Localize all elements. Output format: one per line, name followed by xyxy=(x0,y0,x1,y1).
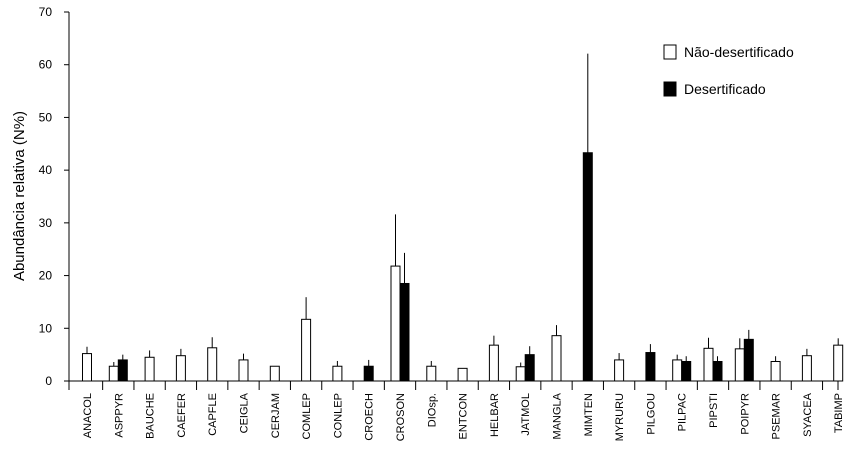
bar-desertificado xyxy=(681,360,692,382)
bar-nao-desertificado xyxy=(175,355,186,382)
x-tick-label: CAEFER xyxy=(176,393,188,438)
bar-nao-desertificado xyxy=(207,347,218,382)
bar-desertificado xyxy=(582,152,593,382)
x-tick-label: PIPSTI xyxy=(708,393,720,428)
legend: Não-desertificado Desertificado xyxy=(663,44,794,97)
bar-desertificado xyxy=(645,352,656,382)
bar-nao-desertificado xyxy=(301,318,312,382)
x-tick-label: MIMTEN xyxy=(583,393,595,436)
bar-nao-desertificado xyxy=(144,356,155,382)
x-tick-label: MYRURU xyxy=(614,393,626,441)
bar-nao-desertificado xyxy=(488,344,499,382)
y-tick-label: 10 xyxy=(39,321,53,335)
x-tick-label: PILPAC xyxy=(677,393,689,431)
bar-nao-desertificado xyxy=(551,335,562,382)
x-tick-label: HELBAR xyxy=(489,393,501,437)
y-axis-title: Abundância relativa (N%) xyxy=(11,111,28,281)
bar-nao-desertificado xyxy=(672,359,683,382)
legend-swatch-desertificado xyxy=(663,81,677,97)
bar-nao-desertificado xyxy=(770,360,781,382)
y-tick-label: 60 xyxy=(39,58,53,72)
x-tick-label: ENTCON xyxy=(458,393,470,440)
bar-nao-desertificado xyxy=(801,355,812,382)
bar-nao-desertificado xyxy=(426,365,437,382)
x-tick-label: POIPYR xyxy=(739,393,751,435)
x-tick-label: MANGLA xyxy=(552,392,564,439)
bar-nao-desertificado xyxy=(238,359,249,382)
legend-label-desertificado: Desertificado xyxy=(684,81,766,97)
bar-nao-desertificado xyxy=(457,367,468,382)
y-axis: 0 10 20 30 40 50 60 70 xyxy=(39,5,70,388)
x-axis: ANACOL ASPPYR BAUCHE CAEFER CAPFLE CEIGLA CERJ… xyxy=(68,380,845,441)
x-tick-label: CERJAM xyxy=(270,393,282,438)
legend-swatch-nao-desertificado xyxy=(663,44,677,60)
y-tick-label: 50 xyxy=(39,110,53,124)
x-tick-label: CAPFLE xyxy=(207,393,219,436)
x-tick-label: TABIMP xyxy=(833,393,845,433)
bar-nao-desertificado xyxy=(614,359,625,382)
legend-label-nao-desertificado: Não-desertificado xyxy=(684,44,794,60)
bar-desertificado xyxy=(743,338,754,382)
x-tick-label: PSEMAR xyxy=(771,393,783,440)
x-tick-label: CEIGLA xyxy=(239,392,251,433)
bar-nao-desertificado xyxy=(833,344,844,382)
bar-nao-desertificado xyxy=(108,365,119,382)
bar-desertificado xyxy=(363,365,374,382)
x-tick-label: ASPPYR xyxy=(113,393,125,438)
bar-nao-desertificado xyxy=(390,265,401,382)
bar-nao-desertificado xyxy=(332,365,343,382)
bar-desertificado xyxy=(117,359,128,382)
x-tick-label: CROSON xyxy=(395,393,407,441)
bar-desertificado xyxy=(712,360,723,382)
x-tick-label: COMLEP xyxy=(301,393,313,439)
x-tick-label: DIOsp. xyxy=(426,393,438,427)
y-tick-label: 40 xyxy=(39,163,53,177)
bar-nao-desertificado xyxy=(515,366,526,382)
x-tick-label: JATMOL xyxy=(520,393,532,436)
x-tick-label: SYACEA xyxy=(802,392,814,436)
y-tick-label: 0 xyxy=(45,374,52,388)
bar-nao-desertificado xyxy=(703,347,714,382)
y-tick-label: 30 xyxy=(39,216,53,230)
bar-desertificado xyxy=(524,354,535,382)
bar-nao-desertificado xyxy=(82,353,92,382)
x-tick-label: ANACOL xyxy=(82,393,94,438)
bar-nao-desertificado xyxy=(269,365,280,382)
y-tick-label: 70 xyxy=(39,5,53,19)
x-tick-label: PILGOU xyxy=(645,393,657,435)
bars xyxy=(82,53,844,382)
x-tick-label: CONLEP xyxy=(332,393,344,438)
bar-nao-desertificado xyxy=(734,348,745,382)
x-tick-label: BAUCHE xyxy=(145,393,157,439)
y-tick-label: 20 xyxy=(39,269,53,283)
bar-desertificado xyxy=(399,282,410,382)
x-tick-label: CROECH xyxy=(364,393,376,441)
